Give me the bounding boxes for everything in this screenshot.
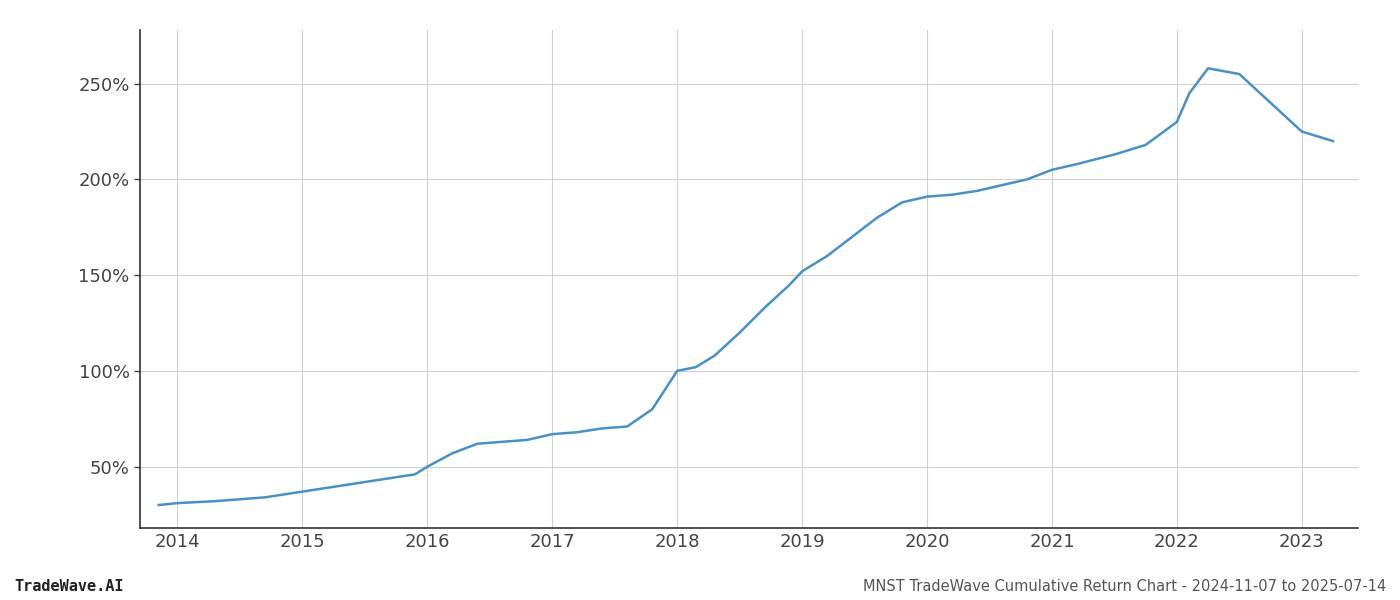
Text: TradeWave.AI: TradeWave.AI [14,579,123,594]
Text: MNST TradeWave Cumulative Return Chart - 2024-11-07 to 2025-07-14: MNST TradeWave Cumulative Return Chart -… [862,579,1386,594]
